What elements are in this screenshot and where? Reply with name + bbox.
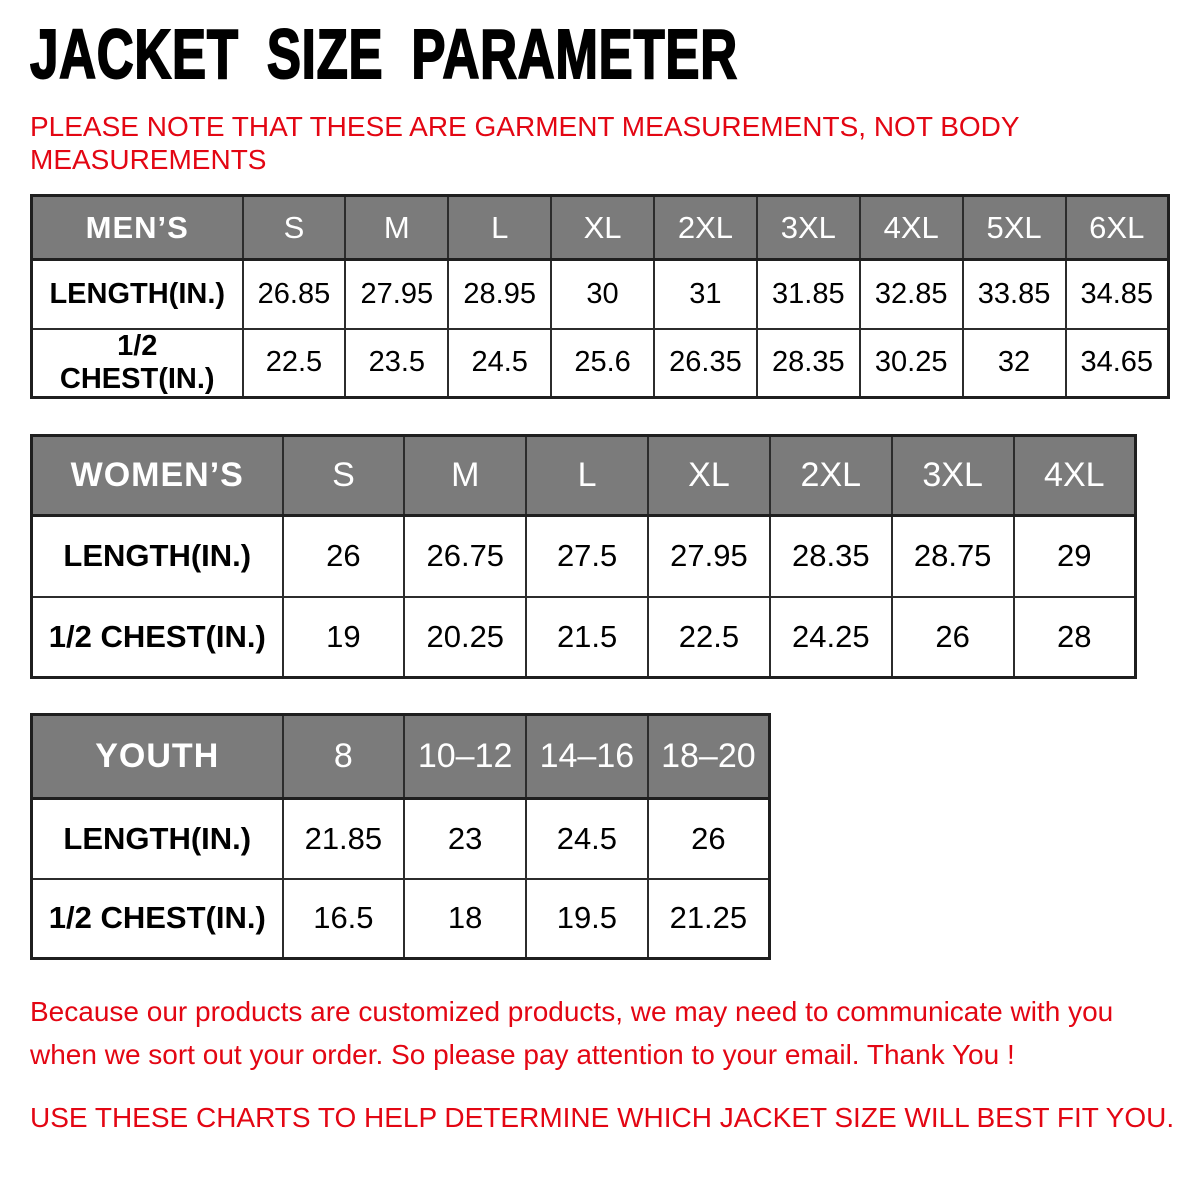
table-name-cell: MEN’S [30, 194, 244, 261]
value-cell: 31.85 [755, 258, 861, 330]
size-header-cell: L [447, 194, 553, 261]
table-row: LENGTH(IN.) 26.85 27.95 28.95 30 31 31.85 32.85… [30, 258, 1170, 330]
value-cell: 26.75 [403, 514, 528, 598]
mens-size-table: MEN’S S M L XL 2XL 3XL 4XL 5XL 6XL LENGTH(IN.) 26.8… [30, 194, 1170, 399]
size-header-cell: 3XL [890, 434, 1015, 517]
value-cell: 22.5 [647, 595, 771, 679]
jacket-size-chart-page: JACKET SIZE PARAMETER PLEASE NOTE THAT T… [29, 15, 1175, 1133]
footer-usage-note: USE THESE CHARTS TO HELP DETERMINE WHICH… [30, 1102, 1175, 1133]
value-cell: 24.5 [525, 797, 649, 880]
value-cell: 25.6 [550, 327, 655, 399]
size-header-cell: 3XL [755, 194, 861, 261]
value-cell: 19.5 [525, 877, 649, 960]
value-cell: 28.35 [768, 514, 893, 598]
value-cell: 30.25 [858, 327, 964, 399]
footer-para1-line-2: when we sort out your order. So please p… [30, 1039, 1015, 1070]
row-label-cell: LENGTH(IN.) [30, 797, 284, 880]
size-header-cell: M [344, 194, 450, 261]
value-cell: 20.25 [403, 595, 528, 679]
row-label-cell: LENGTH(IN.) [30, 514, 284, 598]
value-cell: 32 [961, 327, 1067, 399]
footer-communication-note: Because our products are customized prod… [30, 990, 1170, 1076]
value-cell: 21.85 [281, 797, 406, 880]
youth-size-table: YOUTH 8 10–12 14–16 18–20 LENGTH(IN.) 21.85 23 2… [30, 713, 771, 960]
value-cell: 28 [1012, 595, 1137, 679]
table-row: 1/2 CHEST(IN.) 22.5 23.5 24.5 25.6 26.35 28.35… [30, 327, 1170, 399]
size-header-cell: 6XL [1064, 194, 1170, 261]
value-cell: 34.85 [1064, 258, 1170, 330]
value-cell: 18 [403, 877, 527, 960]
size-tables-container: MEN’S S M L XL 2XL 3XL 4XL 5XL 6XL LENGTH(IN.) 26.8… [30, 194, 1170, 960]
table-row: 1/2 CHEST(IN.) 19 20.25 21.5 22.5 24.25 26 28 [30, 595, 1137, 679]
page-title: JACKET SIZE PARAMETER [29, 15, 738, 93]
size-header-cell: XL [550, 194, 655, 261]
value-cell: 27.95 [647, 514, 771, 598]
size-header-cell: 18–20 [646, 713, 771, 800]
value-cell: 34.65 [1064, 327, 1170, 399]
value-cell: 23 [403, 797, 527, 880]
header-row: MEN’S S M L XL 2XL 3XL 4XL 5XL 6XL [30, 194, 1170, 261]
size-header-cell: M [403, 434, 528, 517]
size-header-cell: 5XL [961, 194, 1067, 261]
value-cell: 22.5 [241, 327, 347, 399]
value-cell: 28.75 [890, 514, 1015, 598]
value-cell: 16.5 [281, 877, 406, 960]
table-name-cell: WOMEN’S [30, 434, 284, 517]
value-cell: 26.85 [241, 258, 347, 330]
size-header-cell: 4XL [1012, 434, 1137, 517]
value-cell: 26 [646, 797, 771, 880]
size-header-cell: L [525, 434, 650, 517]
size-header-cell: S [241, 194, 347, 261]
womens-size-table: WOMEN’S S M L XL 2XL 3XL 4XL LENGTH(IN.) 26 26.75 2… [30, 434, 1137, 679]
size-header-cell: 2XL [768, 434, 893, 517]
row-label-cell: 1/2 CHEST(IN.) [30, 327, 244, 399]
value-cell: 23.5 [344, 327, 450, 399]
value-cell: 21.25 [646, 877, 771, 960]
value-cell: 29 [1012, 514, 1137, 598]
size-header-cell: XL [647, 434, 771, 517]
value-cell: 19 [281, 595, 406, 679]
value-cell: 32.85 [858, 258, 964, 330]
table-row: 1/2 CHEST(IN.) 16.5 18 19.5 21.25 [30, 877, 771, 960]
value-cell: 26 [890, 595, 1015, 679]
value-cell: 33.85 [961, 258, 1067, 330]
size-header-cell: 2XL [653, 194, 758, 261]
value-cell: 31 [653, 258, 758, 330]
value-cell: 24.5 [447, 327, 553, 399]
size-header-cell: 8 [281, 713, 406, 800]
garment-measurement-note: PLEASE NOTE THAT THESE ARE GARMENT MEASU… [30, 110, 1170, 176]
row-label-cell: LENGTH(IN.) [30, 258, 244, 330]
size-header-cell: 14–16 [525, 713, 649, 800]
footer-para1-line-1: Because our products are customized prod… [30, 996, 1114, 1027]
value-cell: 27.95 [344, 258, 450, 330]
table-name-cell: YOUTH [30, 713, 284, 800]
size-header-cell: 4XL [858, 194, 964, 261]
note-line-1: PLEASE NOTE THAT THESE ARE GARMENT MEASU… [30, 111, 1020, 142]
value-cell: 30 [550, 258, 655, 330]
table-row: LENGTH(IN.) 26 26.75 27.5 27.95 28.35 28.75 29 [30, 514, 1137, 598]
header-row: WOMEN’S S M L XL 2XL 3XL 4XL [30, 434, 1137, 517]
value-cell: 26 [281, 514, 406, 598]
table-row: LENGTH(IN.) 21.85 23 24.5 26 [30, 797, 771, 880]
size-header-cell: S [281, 434, 406, 517]
value-cell: 27.5 [525, 514, 650, 598]
note-line-2: MEASUREMENTS [30, 144, 267, 175]
value-cell: 28.35 [755, 327, 861, 399]
row-label-cell: 1/2 CHEST(IN.) [30, 595, 284, 679]
value-cell: 26.35 [653, 327, 758, 399]
header-row: YOUTH 8 10–12 14–16 18–20 [30, 713, 771, 800]
size-header-cell: 10–12 [403, 713, 527, 800]
value-cell: 28.95 [447, 258, 553, 330]
row-label-cell: 1/2 CHEST(IN.) [30, 877, 284, 960]
value-cell: 24.25 [768, 595, 893, 679]
value-cell: 21.5 [525, 595, 650, 679]
